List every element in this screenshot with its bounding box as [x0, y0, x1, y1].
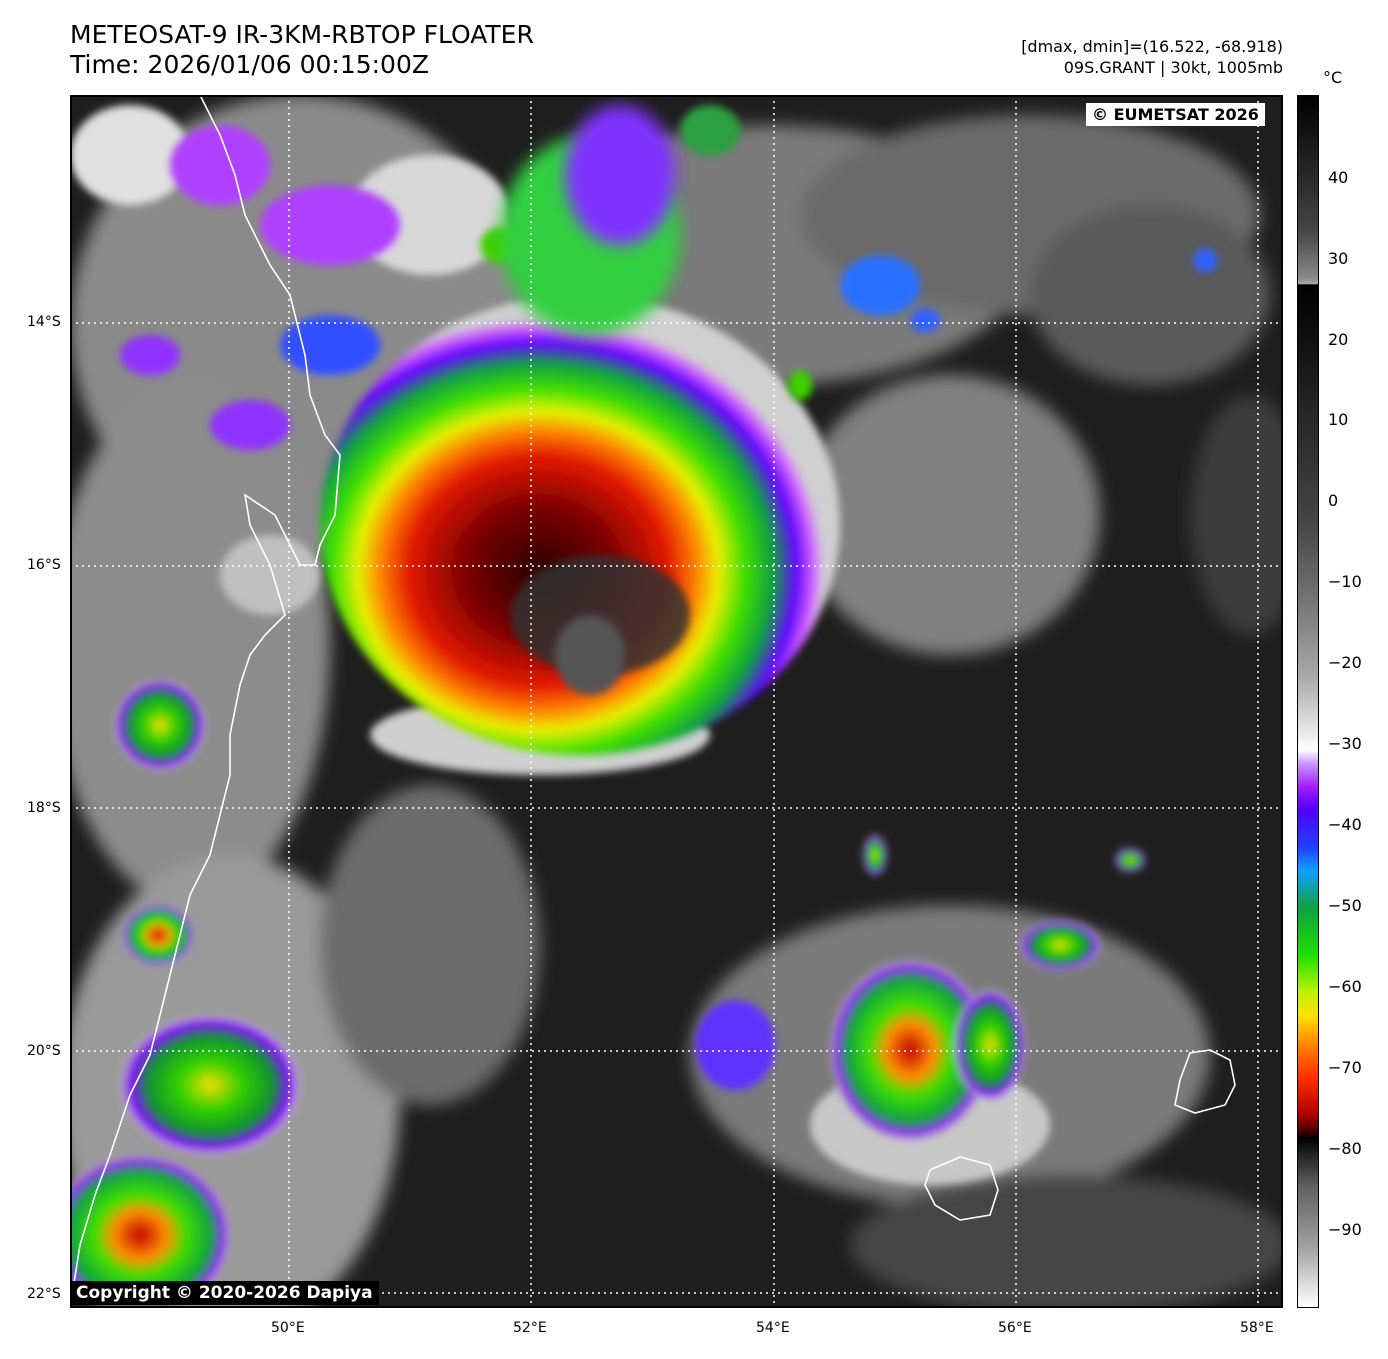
- storm-label: 09S.GRANT | 30kt, 1005mb: [1063, 58, 1283, 77]
- madagascar-coast: [70, 95, 341, 1308]
- lat-label: 16°S: [27, 557, 61, 573]
- lat-label: 22°S: [27, 1286, 61, 1302]
- colorbar-label: 20: [1328, 330, 1349, 349]
- lat-label: 18°S: [27, 800, 61, 816]
- colorbar-label: −20: [1328, 653, 1362, 672]
- mauritius-coast: [1174, 1049, 1236, 1114]
- colorbar-label: −80: [1328, 1139, 1362, 1158]
- colorbar-label: 30: [1328, 249, 1349, 268]
- colorbar-label: −40: [1328, 815, 1362, 834]
- lon-label: 54°E: [756, 1320, 790, 1336]
- colorbar-label: −30: [1328, 734, 1362, 753]
- colorbar-label: −90: [1328, 1220, 1362, 1239]
- storm-core: [320, 105, 840, 755]
- colorbar-unit: °C: [1323, 68, 1343, 87]
- lon-label: 56°E: [998, 1320, 1032, 1336]
- map-title: METEOSAT-9 IR-3KM-RBTOP FLOATER Time: 20…: [70, 20, 534, 80]
- title-product: METEOSAT-9 IR-3KM-RBTOP FLOATER: [70, 20, 534, 49]
- lat-label: 20°S: [27, 1043, 61, 1059]
- title-time: Time: 2026/01/06 00:15:00Z: [70, 50, 429, 79]
- lon-label: 52°E: [513, 1320, 547, 1336]
- lon-label: 50°E: [271, 1320, 305, 1336]
- convective-cells: [70, 248, 1217, 1308]
- colorbar-label: −50: [1328, 896, 1362, 915]
- copyright-label: Copyright © 2020-2026 Dapiya: [70, 1281, 379, 1305]
- colorbar-label: −10: [1328, 572, 1362, 591]
- colorbar: [1297, 95, 1319, 1308]
- colorbar-label: −70: [1328, 1058, 1362, 1077]
- satellite-map: [70, 95, 1283, 1308]
- colorbar-label: 0: [1328, 491, 1339, 510]
- graticule: [70, 95, 1283, 1308]
- colorbar-label: −60: [1328, 977, 1362, 996]
- lat-label: 14°S: [27, 314, 61, 330]
- colorbar-label: 10: [1328, 410, 1349, 429]
- storm-info: [dmax, dmin]=(16.522, -68.918) 09S.GRANT…: [1021, 36, 1283, 78]
- coastlines: [70, 95, 1236, 1308]
- eumetsat-credit: © EUMETSAT 2026: [1086, 103, 1265, 126]
- satellite-imagery: [70, 95, 1283, 1308]
- reunion-coast: [924, 1156, 999, 1221]
- colorbar-label: 40: [1328, 168, 1349, 187]
- dmax-dmin-text: [dmax, dmin]=(16.522, -68.918): [1021, 37, 1283, 56]
- map-frame: [70, 95, 1283, 1308]
- lon-label: 58°E: [1240, 1320, 1274, 1336]
